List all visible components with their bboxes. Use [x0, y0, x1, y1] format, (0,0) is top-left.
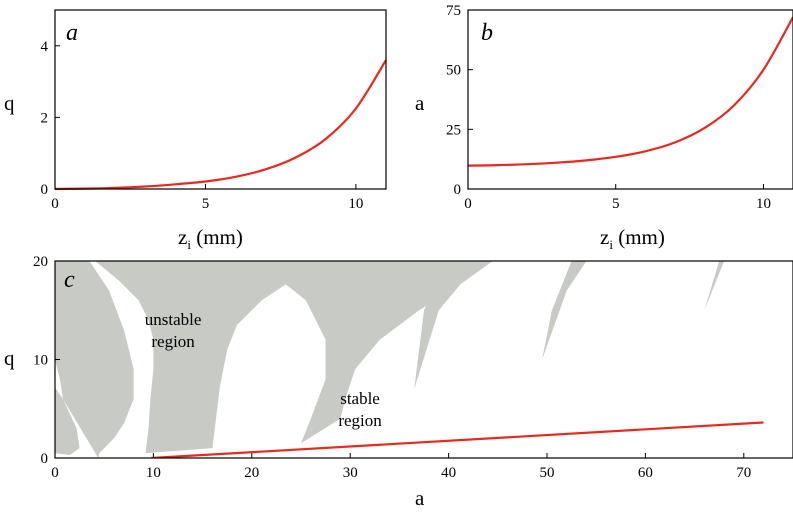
panel-c-ticks: 0 10 20 30 40 50 60 70 0 10 20 — [33, 254, 751, 481]
x-tick-label: 30 — [343, 465, 358, 481]
panel-c-xlabel: a — [415, 486, 425, 510]
y-tick-label: 10 — [33, 353, 48, 369]
unstable-region — [55, 261, 134, 458]
panel-c: 0 10 20 30 40 50 60 70 0 10 20 c q a unstable regio… — [4, 254, 793, 510]
panel-b-ticks: 0 5 10 0 25 50 75 — [446, 3, 771, 212]
unstable-region — [212, 261, 252, 449]
panel-a-ticks: 0 5 10 0 2 4 — [41, 39, 364, 212]
panel-c-letter: c — [64, 267, 75, 293]
annotation: stable region — [338, 389, 382, 430]
x-tick-label: 10 — [146, 465, 161, 481]
y-tick-label: 0 — [41, 451, 49, 467]
x-tick-label: 40 — [441, 465, 456, 481]
panel-c-ylabel: q — [4, 346, 15, 370]
x-tick-label: 0 — [51, 465, 59, 481]
panel-c-frame — [54, 260, 793, 459]
x-tick-label: 20 — [244, 465, 259, 481]
unstable-region — [259, 261, 493, 444]
panel-b: 0 5 10 0 25 50 75 b a zi (mm) — [415, 3, 793, 252]
y-tick-label: 50 — [446, 63, 461, 79]
annotation: unstable region — [145, 310, 202, 351]
unstable-region — [95, 261, 326, 454]
y-tick-label: 4 — [41, 39, 49, 55]
x-tick-label: 5 — [202, 196, 210, 212]
x-tick-label: 10 — [756, 196, 771, 212]
panel-a-ylabel: q — [4, 91, 15, 115]
y-tick-label: 0 — [41, 182, 49, 198]
series-line — [467, 16, 793, 167]
y-tick-label: 0 — [454, 182, 462, 198]
panel-c-annotations: unstable region stable region — [145, 310, 382, 430]
x-tick-label: 0 — [51, 196, 59, 212]
x-tick-label: 10 — [348, 196, 363, 212]
panel-a-xlabel: zi (mm) — [178, 225, 243, 252]
x-tick-label: 5 — [612, 196, 620, 212]
panel-a-curves — [54, 59, 387, 191]
y-tick-label: 20 — [33, 254, 48, 270]
panel-b-xlabel: zi (mm) — [600, 225, 665, 252]
panel-a-frame — [54, 9, 387, 190]
panel-c-curves — [151, 421, 764, 458]
series-line — [151, 421, 764, 458]
panel-b-letter: b — [481, 20, 493, 46]
panel-c-unstable-regions — [55, 261, 725, 458]
panel-b-frame — [467, 9, 793, 190]
x-tick-label: 0 — [464, 196, 472, 212]
panel-a: 0 5 10 0 2 4 a q zi (mm) — [4, 9, 387, 252]
y-tick-label: 75 — [446, 3, 461, 19]
panel-a-letter: a — [66, 20, 78, 46]
unstable-region — [414, 261, 488, 390]
unstable-region — [55, 387, 80, 455]
unstable-region — [542, 261, 587, 360]
x-tick-label: 70 — [736, 465, 751, 481]
x-tick-label: 50 — [540, 465, 555, 481]
panel-b-ylabel: a — [415, 91, 425, 115]
y-tick-label: 25 — [446, 122, 461, 138]
series-line — [54, 59, 387, 191]
x-tick-label: 60 — [638, 465, 653, 481]
y-tick-label: 2 — [41, 110, 49, 126]
unstable-region — [704, 261, 725, 311]
panel-b-curves — [467, 16, 793, 167]
